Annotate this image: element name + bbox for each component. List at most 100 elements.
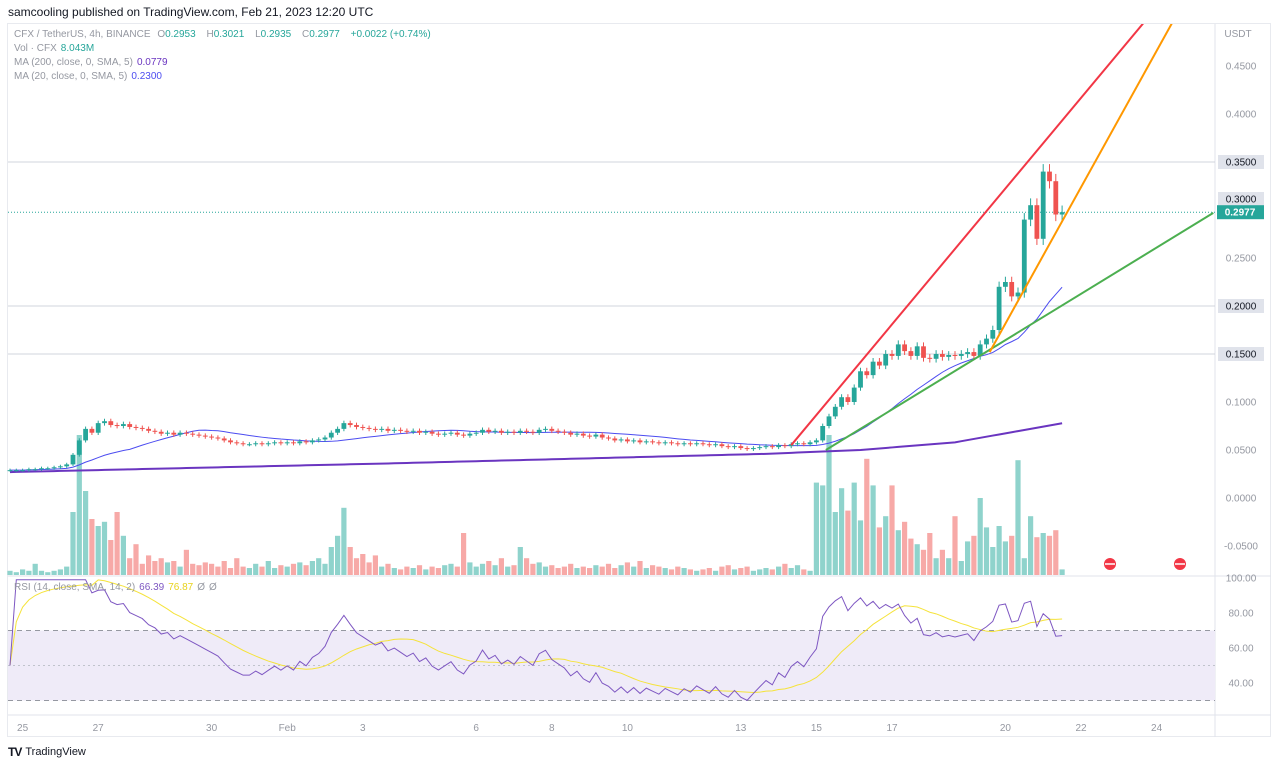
price-tick-label: 0.0500: [1226, 446, 1257, 457]
symbol-title[interactable]: CFX / TetherUS, 4h, BINANCE: [14, 29, 151, 40]
candle-body: [1034, 205, 1040, 239]
candle-body: [921, 346, 926, 358]
candle-body: [694, 443, 700, 445]
volume-bar: [196, 565, 202, 575]
candle-body: [706, 444, 712, 446]
volume-bar: [958, 561, 964, 575]
volume-bar: [568, 563, 574, 575]
ma20-legend[interactable]: MA (20, close, 0, SMA, 5) 0.2300: [14, 71, 162, 82]
candle-body: [221, 438, 227, 441]
volume-bar: [952, 516, 958, 575]
candle-body: [864, 371, 870, 376]
volume-bar: [360, 554, 366, 575]
candle-body: [738, 446, 744, 449]
volume-bar: [442, 565, 448, 575]
candle-body: [20, 470, 25, 472]
volume-bar: [259, 566, 265, 575]
candle-body: [801, 443, 807, 445]
candle-body: [782, 445, 788, 447]
ma200-legend[interactable]: MA (200, close, 0, SMA, 5) 0.0779: [14, 57, 168, 68]
candle-body: [958, 354, 964, 356]
volume-bar: [177, 566, 183, 575]
candle-body: [391, 429, 397, 431]
volume-bar: [555, 568, 561, 575]
volume-bar: [612, 568, 618, 575]
volume-bar: [820, 485, 826, 575]
candle-body: [297, 441, 303, 444]
volume-bar: [171, 561, 177, 575]
price-tick-label: 0.2000: [1226, 302, 1257, 313]
candle-body: [713, 444, 718, 446]
volume-bar: [297, 562, 303, 575]
ohlc-close: C0.2977: [302, 29, 340, 40]
candle-body: [656, 442, 662, 444]
volume-bar: [7, 570, 13, 575]
volume-bar: [549, 565, 555, 575]
volume-bar: [700, 569, 706, 575]
candle-body: [177, 432, 183, 435]
candle-body: [303, 441, 309, 443]
candle-body: [820, 426, 826, 441]
candle-body: [316, 439, 322, 441]
candle-body: [467, 433, 473, 436]
volume-bar: [13, 572, 19, 575]
candle-body: [89, 428, 95, 433]
candle-body: [398, 429, 403, 431]
rsi-tick-label: 80.00: [1228, 609, 1253, 620]
volume-bar: [423, 569, 429, 575]
candle-body: [328, 432, 334, 438]
volume-bar: [164, 562, 171, 575]
rsi-legend[interactable]: RSI (14, close, SMA, 14, 2) 66.39 76.87 Ø Ø: [14, 582, 217, 593]
candle-body: [284, 442, 290, 444]
candle-body: [1047, 171, 1052, 182]
candle-body: [681, 443, 687, 445]
candle-body: [751, 448, 756, 450]
volume-bar: [650, 565, 656, 575]
candle-body: [996, 286, 1002, 330]
time-tick-label: 10: [622, 723, 634, 734]
candle-body: [517, 430, 523, 433]
candle-body: [933, 354, 939, 359]
volume-bar: [605, 563, 612, 575]
candle-body: [448, 432, 454, 434]
candle-body: [108, 421, 114, 426]
volume-bar: [202, 562, 208, 575]
price-tick-label: 0.1000: [1226, 398, 1257, 409]
volume-bar: [492, 565, 498, 575]
volume-bar: [139, 563, 145, 575]
candle-body: [32, 469, 38, 471]
candle-body: [215, 437, 221, 439]
volume-bar: [530, 563, 536, 575]
volume-bar: [328, 547, 334, 575]
volume-bar: [146, 555, 152, 575]
volume-bar: [1053, 530, 1059, 575]
candle-body: [568, 432, 574, 435]
candle-body: [70, 454, 76, 465]
tradingview-logo[interactable]: TV TradingView: [8, 745, 86, 759]
candle-body: [1053, 181, 1059, 215]
volume-bar: [32, 563, 38, 575]
volume-bar: [801, 569, 807, 575]
volume-legend[interactable]: Vol · CFX 8.043M: [14, 43, 95, 54]
volume-bar: [725, 565, 731, 575]
candle-body: [1040, 171, 1046, 239]
volume-bar: [1028, 516, 1034, 575]
candle-body: [152, 430, 158, 432]
candle-body: [1028, 205, 1033, 220]
volume-bar: [38, 570, 45, 575]
volume-bar: [108, 540, 114, 575]
volume-bar: [429, 566, 435, 575]
volume-bar: [278, 565, 284, 575]
candle-body: [58, 466, 63, 468]
volume-bar: [1046, 535, 1053, 575]
volume-bar: [152, 561, 158, 575]
candle-body: [486, 429, 492, 432]
candle-body: [184, 432, 189, 434]
time-tick-label: 3: [360, 723, 366, 734]
volume-bar: [933, 558, 939, 575]
candle-body: [234, 442, 240, 444]
volume-bar: [486, 561, 492, 575]
time-tick-label: 25: [17, 723, 29, 734]
volume-bar: [687, 569, 693, 575]
